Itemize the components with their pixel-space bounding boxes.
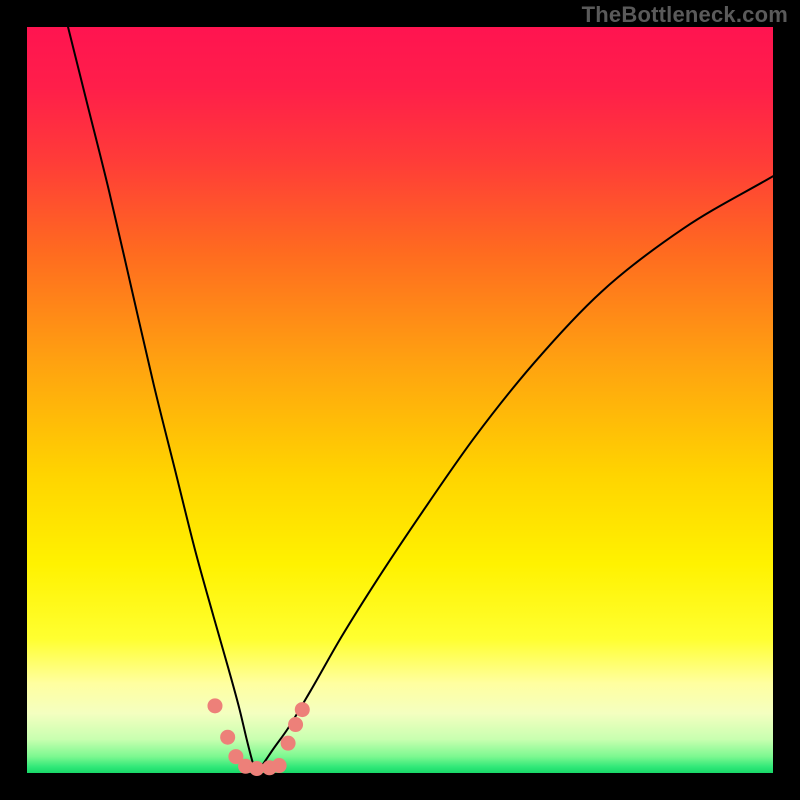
gradient-background [27,27,773,773]
data-marker [288,717,303,732]
data-marker [220,730,235,745]
data-marker [295,702,310,717]
watermark-text: TheBottleneck.com [582,2,788,28]
data-marker [207,698,222,713]
data-marker [272,758,287,773]
data-marker [281,736,296,751]
plot-svg [0,0,800,800]
